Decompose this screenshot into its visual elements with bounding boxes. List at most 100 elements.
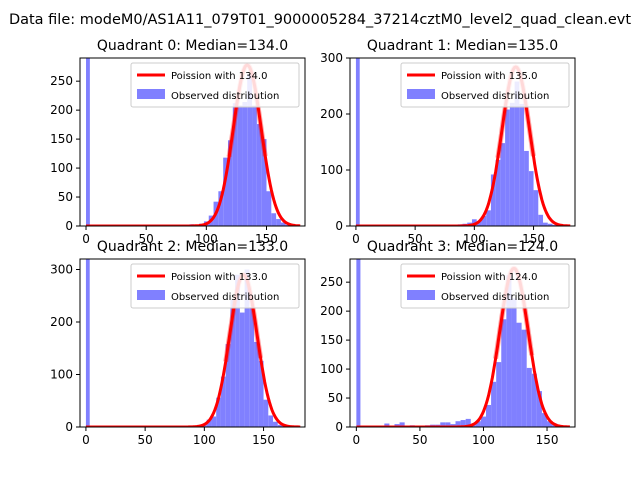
legend-label-observed: Observed distribution <box>171 91 279 102</box>
histogram-bar <box>276 219 281 226</box>
legend-box <box>400 62 570 108</box>
histogram-bar <box>495 159 501 226</box>
legend: Poission with 133.0 Observed distribution <box>130 263 300 309</box>
histogram-bar <box>356 259 361 427</box>
chart-panel-1: Quadrant 1: Median=135.0 0 50 100 150 0 100 200… <box>320 38 576 246</box>
histogram-bar <box>524 150 529 226</box>
axes-frame <box>349 57 576 227</box>
histogram-bar <box>511 298 517 427</box>
y-tick-label: 0 <box>65 219 73 233</box>
histogram-bar <box>528 171 534 226</box>
x-tick-label: 0 <box>82 433 90 447</box>
x-tick-label: 100 <box>193 433 216 447</box>
legend: Poission with 124.0 Observed distribution <box>400 263 570 309</box>
histogram-bar <box>455 421 461 427</box>
histogram-bar <box>445 422 451 427</box>
x-tick-label: 50 <box>137 433 152 447</box>
histogram-bar <box>516 322 522 427</box>
chart-panel-0: Quadrant 0: Median=134.0 0 50 100 150 0 50 100 1… <box>50 38 306 246</box>
y-tick-label: 50 <box>328 391 343 405</box>
histogram-bar <box>514 81 520 226</box>
histogram-bar <box>227 140 233 226</box>
histogram-bar <box>501 319 507 427</box>
figure-suptitle: Data file: modeM0/AS1A11_079T01_90000052… <box>9 12 631 28</box>
y-tick-label: 0 <box>65 420 73 434</box>
histogram-bar <box>480 416 487 427</box>
y-tick-label: 150 <box>50 132 73 146</box>
histogram-bar <box>519 103 525 226</box>
histogram-bar <box>86 58 90 226</box>
y-tick-label: 200 <box>50 103 73 117</box>
histogram-bar <box>237 105 243 226</box>
y-tick-label: 100 <box>320 163 343 177</box>
legend-patch-icon <box>137 290 165 300</box>
y-tick-label: 200 <box>50 315 73 329</box>
panel-title: Quadrant 2: Median=133.0 <box>97 239 288 255</box>
histogram-bar <box>399 422 405 427</box>
x-tick-label: 50 <box>412 433 427 447</box>
histogram-bar <box>500 143 506 226</box>
histogram-bar <box>486 210 491 226</box>
axes-frame <box>349 258 576 428</box>
histogram-bar <box>475 421 481 427</box>
histogram-bar <box>268 415 274 427</box>
legend-box <box>400 263 570 309</box>
histogram-bar <box>486 404 492 427</box>
axes-frame <box>79 57 306 227</box>
histogram-bar <box>261 139 267 226</box>
legend-label-poisson: Poission with 124.0 <box>441 272 537 283</box>
y-tick-label: 50 <box>58 190 73 204</box>
x-tick-label: 150 <box>252 433 275 447</box>
histogram-bar <box>552 224 558 226</box>
y-tick-label: 250 <box>320 275 343 289</box>
panel-title: Quadrant 3: Median=124.0 <box>367 239 558 255</box>
histogram-bar <box>547 223 553 226</box>
legend-label-poisson: Poission with 133.0 <box>171 272 267 283</box>
histogram-bar <box>481 215 487 226</box>
histogram-bar <box>465 418 471 427</box>
histogram-bar <box>225 344 231 427</box>
chart-panel-2: Quadrant 2: Median=133.0 0 50 100 150 0 100 200… <box>50 239 306 447</box>
y-tick-label: 0 <box>335 420 343 434</box>
y-tick-label: 100 <box>320 362 343 376</box>
legend-patch-icon <box>137 89 165 99</box>
y-tick-label: 300 <box>320 51 343 65</box>
x-tick-label: 50 <box>139 232 154 246</box>
histogram-bar <box>206 419 212 427</box>
x-tick-label: 100 <box>472 433 495 447</box>
histogram-bar <box>531 373 537 427</box>
histogram-bar <box>543 222 548 226</box>
legend-label-observed: Observed distribution <box>171 292 279 303</box>
histogram-bar <box>355 58 360 226</box>
histogram-bar <box>254 341 259 427</box>
histogram-bar <box>266 191 272 226</box>
histogram-bar <box>218 191 224 226</box>
histogram-bar <box>533 190 539 226</box>
y-tick-label: 200 <box>320 304 343 318</box>
y-tick-label: 100 <box>50 161 73 175</box>
histogram-bar <box>280 222 286 226</box>
legend: Poission with 134.0 Observed distribution <box>130 62 300 108</box>
histogram-bar <box>235 274 240 427</box>
y-tick-label: 0 <box>335 219 343 233</box>
legend: Poission with 135.0 Observed distribution <box>400 62 570 108</box>
x-tick-label: 150 <box>536 433 559 447</box>
histogram-bar <box>258 360 264 427</box>
legend-label-poisson: Poission with 134.0 <box>171 71 267 82</box>
legend-box <box>130 263 300 309</box>
histogram-bar <box>285 224 291 226</box>
y-tick-label: 300 <box>50 263 73 277</box>
histogram-bar <box>471 219 477 226</box>
histogram-bar <box>505 109 510 226</box>
histogram-bar <box>536 391 542 427</box>
legend-patch-icon <box>407 89 435 99</box>
histogram-bar <box>273 421 278 427</box>
histogram-bar <box>440 422 446 427</box>
y-tick-label: 150 <box>320 333 343 347</box>
panels: Quadrant 0: Median=134.0 0 50 100 150 0 50 100 1… <box>50 38 576 447</box>
legend-patch-icon <box>407 290 435 300</box>
histogram-bar <box>271 213 277 226</box>
histogram-bar <box>247 74 253 226</box>
histogram-bar <box>496 362 502 427</box>
panel-title: Quadrant 1: Median=135.0 <box>367 38 558 54</box>
